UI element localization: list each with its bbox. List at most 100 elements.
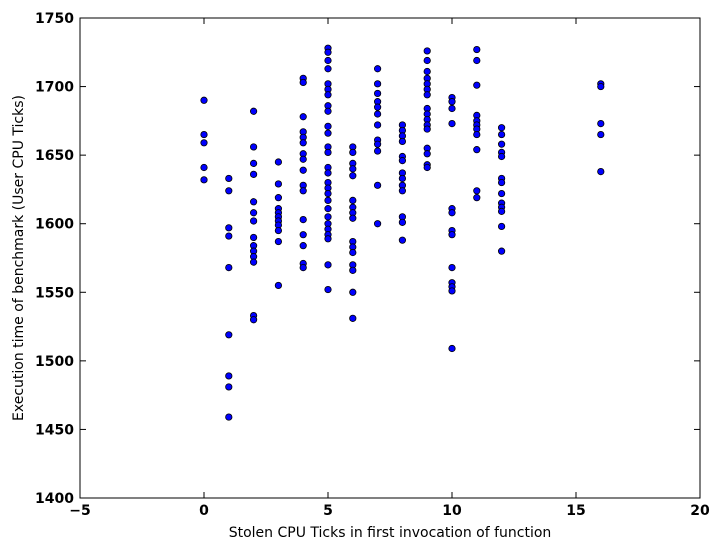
scatter-point xyxy=(473,194,481,202)
scatter-point xyxy=(299,263,307,272)
scatter-point xyxy=(225,187,233,195)
scatter-point xyxy=(349,248,357,257)
scatter-point xyxy=(373,65,382,73)
scatter-point xyxy=(324,285,332,294)
scatter-point xyxy=(497,124,506,132)
scatter-point xyxy=(373,140,382,148)
y-tick-label: 1650 xyxy=(35,148,74,164)
scatter-point xyxy=(299,242,307,250)
scatter-point xyxy=(497,222,506,231)
scatter-point xyxy=(423,91,431,99)
scatter-point xyxy=(324,235,332,243)
axis-ticks xyxy=(79,17,701,499)
y-axis-label: Execution time of benchmark (User CPU Ti… xyxy=(11,95,27,421)
x-tick-label: −5 xyxy=(69,503,90,519)
scatter-point xyxy=(448,344,456,353)
scatter-point xyxy=(349,288,357,296)
scatter-point xyxy=(423,163,431,172)
y-tick-label: 1750 xyxy=(35,11,74,27)
scatter-point xyxy=(497,152,506,161)
scatter-point xyxy=(324,48,332,56)
scatter-point xyxy=(225,372,233,380)
scatter-point xyxy=(324,213,332,221)
scatter-point xyxy=(497,207,506,215)
scatter-point xyxy=(250,198,258,206)
scatter-point xyxy=(373,110,382,118)
scatter-point xyxy=(473,81,481,89)
scatter-point xyxy=(274,194,282,202)
scatter-point xyxy=(473,187,481,195)
scatter-point xyxy=(398,137,406,146)
x-tick-label: 20 xyxy=(690,503,710,519)
scatter-point xyxy=(274,226,282,235)
scatter-point xyxy=(448,263,456,272)
scatter-point xyxy=(225,331,233,339)
scatter-point xyxy=(225,383,233,391)
scatter-point xyxy=(324,56,332,65)
scatter-point xyxy=(274,237,282,246)
scatter-point xyxy=(497,140,506,148)
scatter-point xyxy=(373,80,382,88)
scatter-point xyxy=(473,146,481,154)
scatter-point xyxy=(250,159,258,167)
scatter-point xyxy=(349,266,357,274)
scatter-point xyxy=(324,205,332,213)
scatter-point xyxy=(423,125,431,133)
scatter-point xyxy=(349,196,357,204)
x-tick-labels: −5 0 5 10 15 20 xyxy=(69,503,710,519)
scatter-point xyxy=(299,166,307,174)
scatter-point xyxy=(225,263,233,272)
scatter-point xyxy=(398,174,406,183)
scatter-point xyxy=(349,214,357,222)
scatter-point xyxy=(324,107,332,115)
scatter-point xyxy=(423,67,431,76)
scatter-point xyxy=(398,218,406,226)
scatter-point xyxy=(373,220,382,228)
scatter-point xyxy=(225,232,233,240)
scatter-point xyxy=(250,107,258,115)
scatter-point xyxy=(324,189,332,198)
scatter-point xyxy=(274,180,282,188)
y-tick-label: 1500 xyxy=(35,354,74,370)
scatter-point xyxy=(597,168,605,176)
scatter-point xyxy=(448,287,456,295)
y-tick-label: 1550 xyxy=(35,285,74,301)
scatter-point xyxy=(373,121,382,129)
scatter-point xyxy=(299,78,307,87)
x-tick-label: 0 xyxy=(199,503,209,519)
scatter-point xyxy=(597,120,605,128)
scatter-point xyxy=(497,189,506,198)
y-tick-label: 1600 xyxy=(35,217,74,233)
scatter-point xyxy=(497,130,506,139)
scatter-point xyxy=(597,130,605,139)
scatter-point xyxy=(299,231,307,239)
scatter-point xyxy=(473,56,481,65)
scatter-point xyxy=(324,122,332,130)
scatter-point xyxy=(250,217,258,225)
scatter-point xyxy=(497,247,506,255)
scatter-point xyxy=(250,258,258,266)
scatter-point xyxy=(473,130,481,139)
scatter-point xyxy=(448,120,456,128)
scatter-point xyxy=(448,231,456,239)
scatter-point xyxy=(448,209,456,217)
scatter-point xyxy=(299,139,307,147)
scatter-point xyxy=(324,169,332,177)
scatter-point xyxy=(299,216,307,224)
scatter-point xyxy=(200,139,208,147)
scatter-point xyxy=(373,103,382,111)
y-tick-label: 1450 xyxy=(35,422,74,438)
scatter-point xyxy=(250,170,258,178)
scatter-point xyxy=(349,314,357,322)
scatter-point xyxy=(324,148,332,156)
scatter-point xyxy=(448,98,456,106)
scatter-point xyxy=(423,150,431,158)
scatter-point xyxy=(200,96,208,104)
scatter-point xyxy=(373,181,382,189)
scatter-point xyxy=(274,158,282,166)
scatter-point xyxy=(423,56,431,65)
scatter-point xyxy=(299,187,307,195)
scatter-point xyxy=(250,209,258,217)
scatter-point xyxy=(200,163,208,172)
